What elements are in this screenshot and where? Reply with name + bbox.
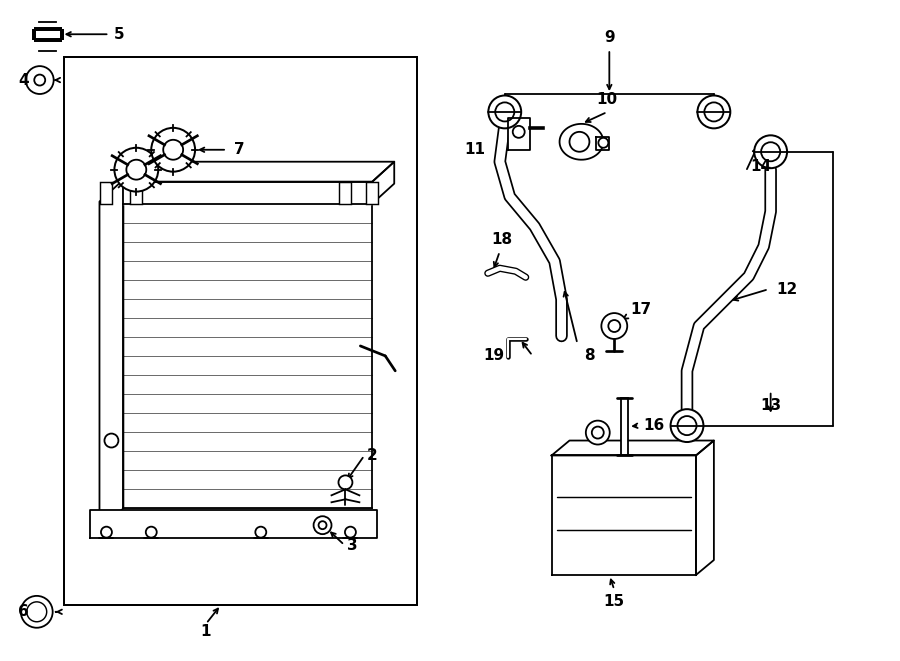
Text: 17: 17 (631, 301, 652, 317)
Circle shape (256, 527, 266, 537)
Text: 13: 13 (760, 398, 781, 413)
Circle shape (761, 142, 780, 161)
Polygon shape (123, 204, 373, 508)
Circle shape (26, 66, 54, 94)
Circle shape (27, 602, 47, 622)
Circle shape (30, 605, 44, 619)
Polygon shape (123, 182, 373, 204)
Circle shape (104, 434, 119, 447)
Bar (366, 182, 378, 204)
Circle shape (513, 126, 525, 137)
Text: 5: 5 (114, 26, 125, 42)
Circle shape (34, 75, 45, 85)
Bar (621, 398, 627, 455)
Circle shape (705, 102, 724, 122)
Polygon shape (100, 180, 123, 532)
Polygon shape (123, 162, 394, 182)
Text: 2: 2 (367, 448, 378, 463)
Polygon shape (696, 440, 714, 575)
Circle shape (608, 320, 620, 332)
Bar (130, 182, 142, 204)
Circle shape (592, 426, 604, 438)
Circle shape (570, 132, 590, 152)
Circle shape (21, 596, 53, 628)
Circle shape (601, 313, 627, 339)
Circle shape (151, 128, 195, 172)
Circle shape (146, 527, 157, 537)
Circle shape (338, 475, 353, 489)
Circle shape (101, 527, 112, 537)
Circle shape (319, 521, 327, 529)
Circle shape (345, 527, 356, 537)
Text: 11: 11 (464, 142, 485, 157)
Polygon shape (552, 440, 714, 455)
Text: 12: 12 (776, 282, 797, 297)
Circle shape (489, 95, 521, 128)
Circle shape (495, 102, 514, 122)
Text: 18: 18 (491, 232, 512, 247)
Polygon shape (89, 510, 377, 538)
Circle shape (598, 137, 608, 148)
Polygon shape (373, 162, 394, 204)
Polygon shape (552, 455, 696, 575)
Circle shape (698, 95, 730, 128)
Text: 14: 14 (750, 159, 771, 175)
Circle shape (126, 160, 147, 180)
Text: 10: 10 (597, 93, 618, 108)
Circle shape (670, 409, 704, 442)
Circle shape (586, 420, 609, 444)
Text: 6: 6 (18, 604, 29, 619)
Circle shape (114, 148, 158, 192)
Text: 15: 15 (604, 594, 625, 609)
Text: 9: 9 (604, 30, 615, 45)
Circle shape (313, 516, 331, 534)
Circle shape (754, 136, 788, 168)
Text: 7: 7 (234, 142, 244, 157)
Bar (339, 182, 351, 204)
Text: 3: 3 (347, 537, 357, 553)
Circle shape (163, 140, 183, 160)
Circle shape (678, 416, 697, 435)
Text: 19: 19 (483, 348, 505, 364)
Text: 16: 16 (644, 418, 665, 433)
Polygon shape (508, 118, 530, 150)
Text: 8: 8 (584, 348, 595, 364)
Polygon shape (597, 137, 609, 150)
Polygon shape (560, 124, 603, 160)
Bar (101, 182, 112, 204)
Bar (64, 57, 417, 605)
Text: 1: 1 (201, 624, 212, 639)
Text: 4: 4 (19, 73, 29, 87)
